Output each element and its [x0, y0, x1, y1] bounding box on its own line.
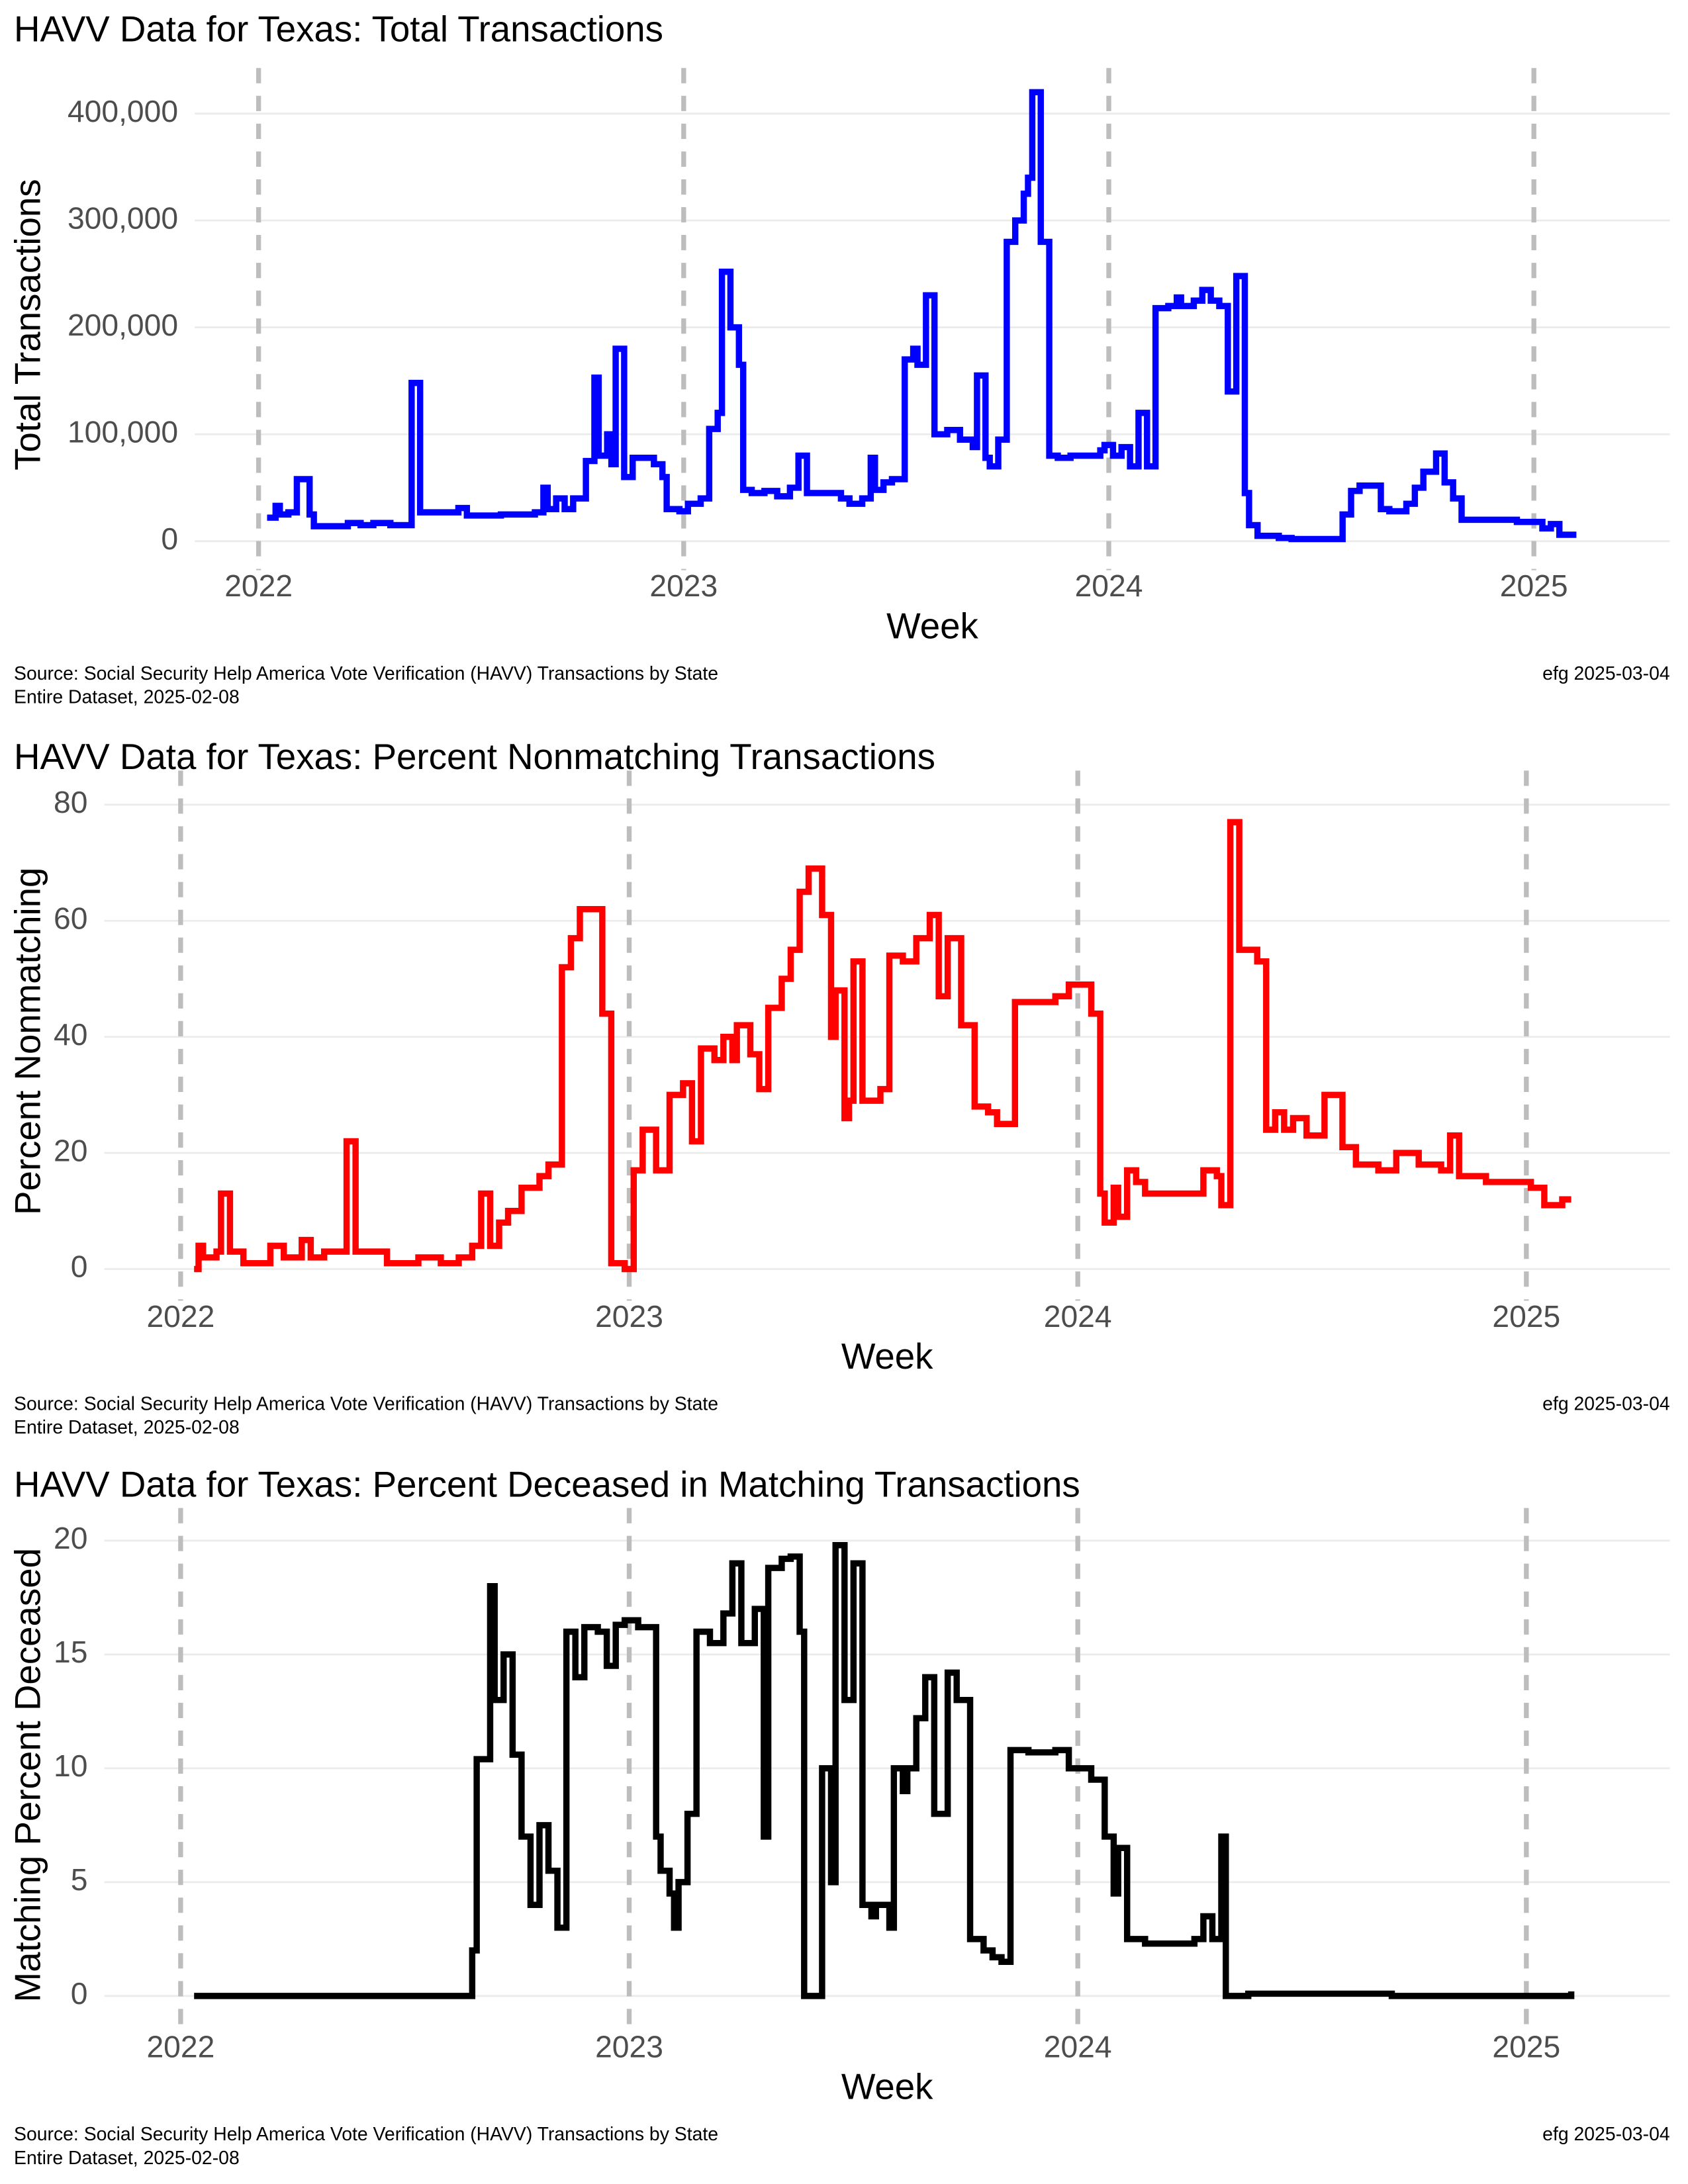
x-tick-label: 2024 [1044, 1299, 1112, 1334]
chart-title: HAVV Data for Texas: Total Transactions [14, 9, 663, 50]
y-tick-label: 15 [54, 1635, 87, 1669]
source-note: Entire Dataset, 2025-02-08 [14, 2148, 240, 2169]
y-tick-label: 40 [54, 1017, 87, 1052]
x-tick-label: 2022 [146, 1299, 214, 1334]
y-tick-label: 80 [54, 785, 87, 819]
y-tick-label: 10 [54, 1749, 87, 1783]
chart-panel: HAVV Data for Texas: Total Transactions 0… [8, 9, 1670, 708]
x-tick-label: 2025 [1500, 569, 1568, 603]
credit: efg 2025-03-04 [1542, 1394, 1669, 1415]
y-axis-title: Matching Percent Deceased [8, 1548, 48, 2002]
x-tick-label: 2023 [595, 1299, 663, 1334]
chart-panel: HAVV Data for Texas: Percent Nonmatching… [8, 737, 1670, 1438]
x-axis-title: Week [886, 606, 978, 646]
y-tick-label: 20 [54, 1521, 87, 1555]
source-note: Source: Social Security Help America Vot… [14, 2124, 718, 2145]
y-axis-title: Percent Nonmatching [8, 868, 48, 1215]
chart-title: HAVV Data for Texas: Percent Deceased in… [14, 1464, 1080, 1504]
y-tick-label: 0 [71, 1976, 88, 2011]
x-tick-label: 2025 [1492, 2030, 1560, 2064]
y-tick-label: 0 [161, 522, 178, 556]
data-line [194, 819, 1571, 1273]
x-tick-label: 2022 [146, 2030, 214, 2064]
y-tick-label: 0 [71, 1250, 88, 1284]
x-tick-label: 2024 [1044, 2030, 1112, 2064]
x-tick-label: 2022 [224, 569, 293, 603]
data-line [194, 1542, 1575, 1999]
x-tick-label: 2023 [595, 2030, 663, 2064]
credit: efg 2025-03-04 [1542, 663, 1669, 684]
source-note: Source: Social Security Help America Vot… [14, 663, 718, 684]
y-tick-label: 400,000 [68, 94, 178, 128]
y-tick-label: 60 [54, 901, 87, 936]
source-note: Entire Dataset, 2025-02-08 [14, 1417, 240, 1438]
y-axis-title: Total Transactions [8, 179, 48, 470]
y-tick-label: 200,000 [68, 308, 178, 342]
x-tick-label: 2023 [649, 569, 718, 603]
source-note: Source: Social Security Help America Vot… [14, 1394, 718, 1415]
x-tick-label: 2025 [1492, 1299, 1560, 1334]
chart-panel: HAVV Data for Texas: Percent Deceased in… [8, 1464, 1670, 2168]
data-line [267, 89, 1577, 543]
x-axis-title: Week [841, 2067, 933, 2107]
y-tick-label: 20 [54, 1133, 87, 1167]
x-axis-title: Week [841, 1336, 933, 1377]
x-tick-label: 2024 [1075, 569, 1143, 603]
y-tick-label: 5 [71, 1862, 88, 1897]
y-tick-label: 100,000 [68, 414, 178, 449]
y-tick-label: 300,000 [68, 201, 178, 235]
chart-title: HAVV Data for Texas: Percent Nonmatching… [14, 737, 935, 777]
credit: efg 2025-03-04 [1542, 2124, 1669, 2145]
source-note: Entire Dataset, 2025-02-08 [14, 687, 240, 708]
